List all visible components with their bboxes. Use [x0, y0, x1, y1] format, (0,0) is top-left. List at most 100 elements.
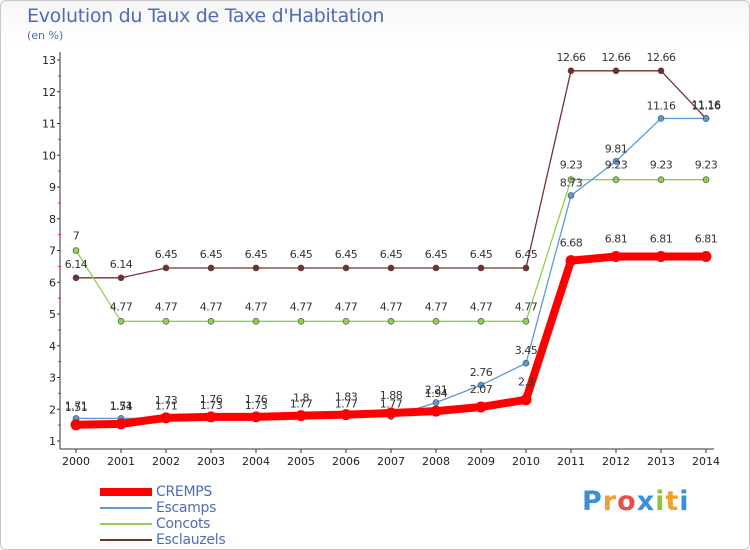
data-point-esclauzels	[342, 264, 350, 272]
data-point-cremps	[70, 419, 82, 431]
data-label-esclauzels: 6.14	[110, 258, 133, 271]
data-label-escamps: 9.81	[605, 142, 628, 155]
data-point-cremps	[115, 418, 127, 430]
data-point-esclauzels	[432, 264, 440, 272]
data-point-concots	[342, 318, 350, 325]
data-point-cremps	[700, 251, 712, 263]
data-label-concots: 9.23	[605, 159, 628, 172]
data-point-cremps	[340, 409, 352, 421]
data-point-cremps	[385, 407, 397, 419]
legend-swatch-escamps	[100, 507, 152, 509]
data-point-concots	[252, 318, 260, 325]
data-label-esclauzels: 6.45	[470, 248, 493, 261]
data-label-concots: 4.77	[155, 300, 178, 313]
legend-label-esclauzels: Esclauzels	[156, 532, 226, 548]
y-tick-label: 7	[49, 245, 56, 258]
data-label-concots: 7	[73, 230, 80, 243]
data-label-cremps: 1.8	[293, 392, 309, 405]
x-tick-label: 2011	[557, 455, 585, 468]
y-tick-label: 6	[49, 276, 56, 289]
data-point-esclauzels	[657, 67, 665, 75]
y-tick-label: 3	[49, 372, 56, 385]
y-tick-label: 11	[42, 118, 56, 131]
legend-label-concots: Concots	[156, 516, 211, 532]
data-label-cremps: 1.76	[200, 393, 223, 406]
data-label-escamps: 1.71	[110, 399, 133, 412]
legend-swatch-concots	[100, 523, 152, 525]
data-label-cremps: 2.3	[518, 376, 534, 389]
data-point-cremps	[160, 412, 172, 424]
x-tick-label: 2005	[287, 455, 315, 468]
data-label-concots: 9.23	[650, 159, 673, 172]
data-label-cremps: 2.07	[470, 383, 493, 396]
data-point-concots	[117, 318, 125, 325]
data-point-concots	[522, 318, 530, 325]
data-point-esclauzels	[297, 264, 305, 272]
data-label-concots: 4.77	[335, 300, 358, 313]
data-label-esclauzels: 6.45	[245, 248, 268, 261]
data-point-cremps	[565, 255, 577, 267]
legend-swatch-esclauzels	[100, 539, 152, 541]
chart-unit-label: (en %)	[27, 29, 64, 42]
data-label-cremps: 6.68	[560, 237, 583, 250]
x-tick-label: 2012	[602, 455, 630, 468]
data-point-esclauzels	[252, 264, 260, 272]
data-label-escamps: 8.73	[560, 177, 583, 190]
data-point-concots	[477, 318, 485, 325]
data-point-cremps	[655, 251, 667, 263]
y-tick-label: 12	[42, 86, 56, 99]
data-label-concots: 4.77	[110, 300, 133, 313]
x-tick-label: 2014	[692, 455, 720, 468]
data-point-concots	[72, 247, 80, 254]
data-label-concots: 4.77	[380, 300, 403, 313]
legend-item-escamps: Escamps	[100, 500, 225, 516]
data-point-esclauzels	[612, 67, 620, 75]
data-point-escamps	[477, 381, 485, 389]
data-label-escamps: 1.73	[245, 399, 268, 412]
data-point-concots	[432, 318, 440, 325]
data-point-esclauzels	[117, 274, 125, 282]
x-tick-label: 2007	[377, 455, 405, 468]
brand-letter: P	[582, 486, 603, 517]
x-tick-label: 2008	[422, 455, 450, 468]
data-point-cremps	[430, 405, 442, 417]
data-point-concots	[207, 318, 215, 325]
data-label-escamps: 1.71	[65, 399, 88, 412]
data-point-escamps	[567, 192, 575, 199]
data-point-concots	[162, 318, 170, 325]
data-label-esclauzels: 6.45	[200, 248, 223, 261]
data-point-cremps	[610, 251, 622, 263]
data-label-concots: 4.77	[290, 300, 313, 313]
data-label-cremps: 1.94	[425, 387, 448, 400]
data-label-cremps: 1.51	[65, 401, 88, 414]
data-point-concots	[657, 176, 665, 183]
y-tick-label: 4	[49, 340, 56, 353]
data-label-concots: 4.77	[470, 300, 493, 313]
x-tick-label: 2002	[152, 455, 180, 468]
brand-logo: Proxiti	[582, 486, 690, 517]
data-point-esclauzels	[567, 67, 575, 75]
data-label-concots: 4.77	[245, 300, 268, 313]
data-label-cremps: 1.88	[380, 389, 403, 402]
data-point-cremps	[295, 410, 307, 422]
brand-letter: x	[636, 486, 656, 517]
data-label-escamps: 1.77	[335, 398, 358, 411]
legend-label-cremps: CREMPS	[156, 484, 212, 500]
data-label-cremps: 6.81	[695, 233, 718, 246]
chart-title: Evolution du Taux de Taxe d'Habitation	[27, 5, 385, 27]
data-label-cremps: 6.81	[650, 233, 673, 246]
brand-letter: r	[602, 486, 618, 517]
x-tick-label: 2013	[647, 455, 675, 468]
data-point-concots	[297, 318, 305, 325]
data-label-concots: 4.77	[425, 300, 448, 313]
data-point-cremps	[250, 411, 262, 423]
series-line-esclauzels	[75, 70, 707, 279]
data-label-cremps: 1.73	[155, 394, 178, 407]
data-label-esclauzels: 6.45	[335, 248, 358, 261]
data-label-escamps: 1.73	[200, 399, 223, 412]
data-point-escamps	[657, 115, 665, 122]
brand-letter: o	[617, 486, 637, 517]
x-tick-label: 2006	[332, 455, 360, 468]
legend-item-concots: Concots	[100, 516, 225, 532]
